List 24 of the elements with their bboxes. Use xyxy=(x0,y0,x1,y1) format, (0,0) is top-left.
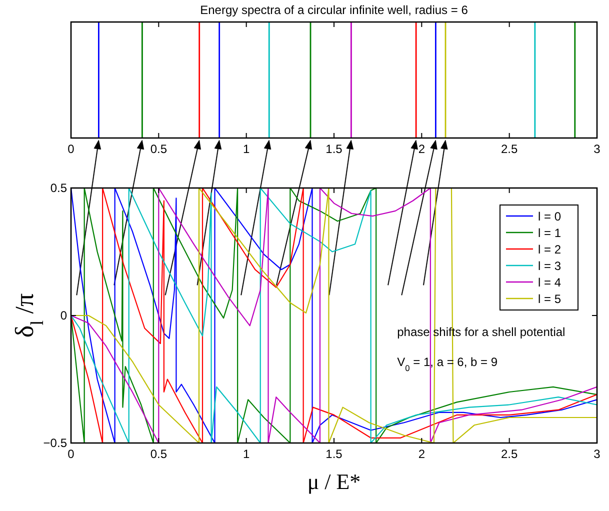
legend-label: l = 3 xyxy=(538,259,562,273)
x-tick-label: 2 xyxy=(418,447,426,461)
x-axis-title: μ / E* xyxy=(307,469,361,494)
x-tick-label: 2.5 xyxy=(500,447,518,461)
x-tick-label: 1.5 xyxy=(326,447,343,461)
legend-label: l = 0 xyxy=(538,210,562,224)
legend-label: l = 4 xyxy=(538,276,562,290)
x-tick-label: 1 xyxy=(242,447,250,461)
x-tick-label: 3 xyxy=(594,447,601,461)
y-tick-label: 0 xyxy=(60,308,68,322)
legend-label: l = 2 xyxy=(538,242,562,256)
x-tick-label: 2.5 xyxy=(500,142,518,156)
x-tick-label: 0.5 xyxy=(150,447,168,461)
legend-label: l = 1 xyxy=(538,226,562,240)
x-tick-label: 1 xyxy=(242,142,250,156)
legend-label: l = 5 xyxy=(538,292,562,306)
x-tick-label: 0.5 xyxy=(150,142,168,156)
x-tick-label: 1.5 xyxy=(326,142,343,156)
y-tick-label: 0.5 xyxy=(50,181,68,195)
chart-title: Energy spectra of a circular infinite well, radius = 6 xyxy=(200,3,468,17)
y-tick-label: −0.5 xyxy=(43,436,68,450)
x-tick-label: 3 xyxy=(594,142,601,156)
x-tick-label: 2 xyxy=(418,142,426,156)
line-series xyxy=(71,188,597,443)
